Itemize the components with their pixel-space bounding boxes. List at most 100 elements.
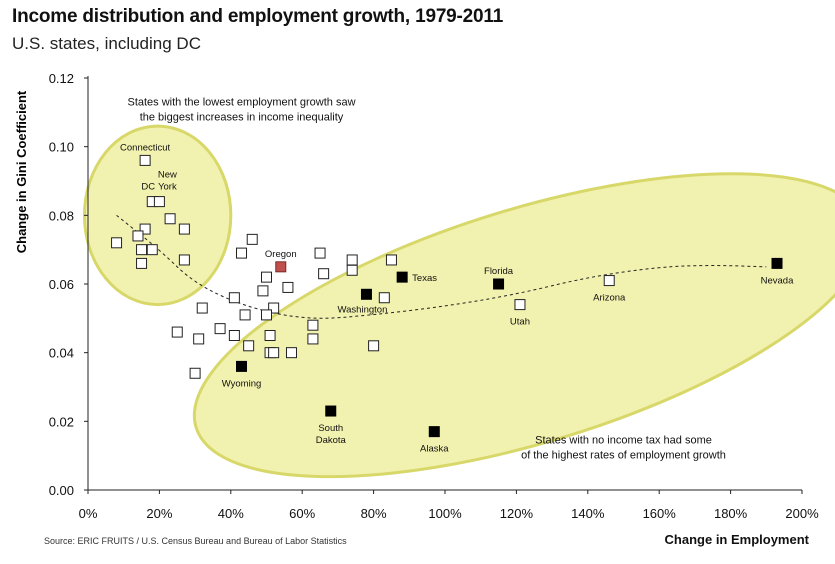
highlight-ellipses	[82, 124, 835, 479]
data-point	[239, 309, 251, 321]
data-point	[261, 309, 272, 321]
data-points	[111, 154, 783, 438]
point-oregon	[275, 261, 287, 273]
data-point	[132, 230, 144, 242]
data-point	[111, 237, 123, 249]
point-arizona	[603, 275, 615, 287]
point-label-line: Dakota	[316, 435, 347, 446]
x-tick-label: 0%	[79, 506, 98, 521]
source-note: Source: ERIC FRUITS / U.S. Census Bureau…	[44, 536, 347, 546]
point-label: Utah	[510, 317, 530, 328]
data-point	[368, 340, 380, 352]
chart-subtitle: U.S. states, including DC	[12, 34, 201, 53]
point-label: Arizona	[593, 293, 626, 304]
data-point	[228, 330, 240, 341]
x-axis-label: Change in Employment	[664, 532, 809, 547]
data-point	[282, 281, 294, 293]
data-point	[307, 333, 319, 345]
point-new-york	[153, 196, 165, 208]
x-tick-label: 100%	[428, 506, 462, 521]
point-label: Connecticut	[120, 142, 171, 153]
data-point	[178, 223, 190, 235]
y-tick-label: 0.10	[49, 140, 74, 155]
data-point	[246, 233, 258, 245]
highlight-ellipse-2	[192, 172, 835, 479]
point-label: Wyoming	[222, 378, 262, 389]
annotation-line: of the highest rates of employment growt…	[521, 450, 726, 462]
point-utah	[514, 299, 526, 311]
annotation-1: States with the lowest employment growth…	[127, 96, 355, 123]
x-tick-label: 140%	[571, 506, 605, 521]
point-label: DC	[141, 182, 155, 193]
y-tick-label: 0.12	[49, 71, 74, 86]
point-label: Alaska	[420, 444, 449, 455]
point-alaska	[428, 426, 440, 438]
data-point	[193, 333, 205, 345]
data-point	[268, 302, 280, 314]
data-point	[261, 271, 272, 283]
data-point	[257, 285, 269, 297]
point-label-line: New	[158, 170, 177, 181]
point-label: Nevada	[761, 275, 794, 286]
axes: 0% 20% 40% 60% 80% 100% 120% 140% 160% 180% 200% 0.…	[49, 71, 819, 521]
data-point	[189, 367, 201, 379]
x-tick-label: 200%	[785, 506, 819, 521]
y-axis-label: Change in Gini Coefficient	[14, 90, 29, 253]
data-point	[136, 244, 148, 256]
x-tick-label: 80%	[361, 506, 387, 521]
point-connecticut	[139, 154, 151, 166]
point-label: Washington	[338, 304, 388, 315]
y-tick-label: 0.04	[49, 346, 74, 361]
x-tick-label: 180%	[714, 506, 748, 521]
y-tick-label: 0.00	[49, 483, 74, 498]
data-point	[171, 326, 183, 338]
data-point	[136, 257, 148, 269]
annotations: States with the lowest employment growth…	[127, 96, 725, 461]
data-point	[346, 254, 358, 266]
x-tick-label: 20%	[146, 506, 172, 521]
point-wyoming	[236, 360, 248, 372]
point-florida	[493, 278, 505, 290]
data-point	[264, 330, 276, 341]
annotation-line: the biggest increases in income inequali…	[140, 111, 344, 123]
point-label: Texas	[412, 273, 437, 284]
annotation-line: States with the lowest employment growth…	[127, 96, 355, 108]
data-point	[346, 264, 358, 276]
data-point	[236, 247, 248, 259]
point-label: Florida	[484, 266, 514, 277]
data-point	[268, 347, 280, 359]
point-nevada	[771, 257, 783, 269]
trend-line	[116, 214, 767, 319]
data-point	[318, 268, 330, 280]
point-label: South Dakota	[316, 423, 347, 446]
trend-line-group	[116, 214, 767, 319]
chart-title: Income distribution and employment growt…	[12, 6, 504, 27]
x-tick-label: 120%	[500, 506, 534, 521]
x-tick-label: 160%	[643, 506, 677, 521]
data-point	[164, 213, 176, 225]
y-tick-label: 0.08	[49, 208, 74, 223]
point-label-line: York	[158, 182, 177, 193]
data-point	[378, 292, 390, 304]
y-tick-label: 0.02	[49, 414, 74, 429]
x-tick-label: 40%	[218, 506, 244, 521]
data-point	[228, 292, 240, 304]
y-tick-label: 0.06	[49, 277, 74, 292]
data-point	[314, 247, 326, 259]
data-point	[285, 347, 297, 359]
annotation-line: States with no income tax had some	[535, 435, 712, 447]
data-point	[139, 223, 151, 235]
point-label: Oregon	[265, 249, 297, 260]
point-label-line: South	[318, 423, 343, 434]
data-point	[214, 323, 226, 335]
x-tick-label: 60%	[289, 506, 315, 521]
data-point	[146, 244, 158, 256]
point-label: New York	[158, 170, 177, 193]
data-point	[243, 340, 255, 352]
annotation-2: States with no income tax had some of the…	[521, 435, 726, 462]
point-washington	[360, 288, 372, 300]
data-point	[178, 254, 190, 266]
data-point	[196, 302, 208, 314]
data-point	[385, 254, 397, 266]
